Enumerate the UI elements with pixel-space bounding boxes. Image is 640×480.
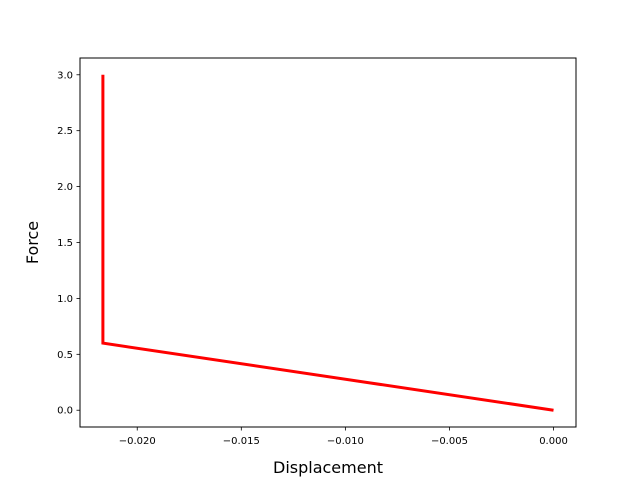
y-axis-ticks: 0.0 0.5 1.0 1.5 2.0 2.5 3.0	[57, 70, 80, 417]
x-tick-label: −0.005	[431, 436, 468, 447]
y-tick-label: 1.5	[57, 238, 73, 249]
plot-background	[80, 58, 576, 427]
x-tick-label: −0.015	[223, 436, 260, 447]
y-tick-label: 0.5	[57, 350, 73, 361]
y-tick-label: 3.0	[57, 70, 73, 81]
x-axis-label: Displacement	[273, 458, 383, 477]
x-axis-ticks: −0.020 −0.015 −0.010 −0.005 0.000	[119, 427, 568, 447]
y-axis-label: Force	[23, 221, 42, 264]
y-tick-label: 0.0	[57, 406, 73, 417]
y-tick-label: 2.0	[57, 182, 73, 193]
x-tick-label: −0.010	[327, 436, 364, 447]
x-tick-label: −0.020	[119, 436, 156, 447]
series-layer	[101, 74, 554, 412]
y-tick-label: 2.5	[57, 126, 73, 137]
series-line	[101, 74, 554, 412]
x-tick-label: 0.000	[539, 436, 568, 447]
y-tick-label: 1.0	[57, 294, 73, 305]
